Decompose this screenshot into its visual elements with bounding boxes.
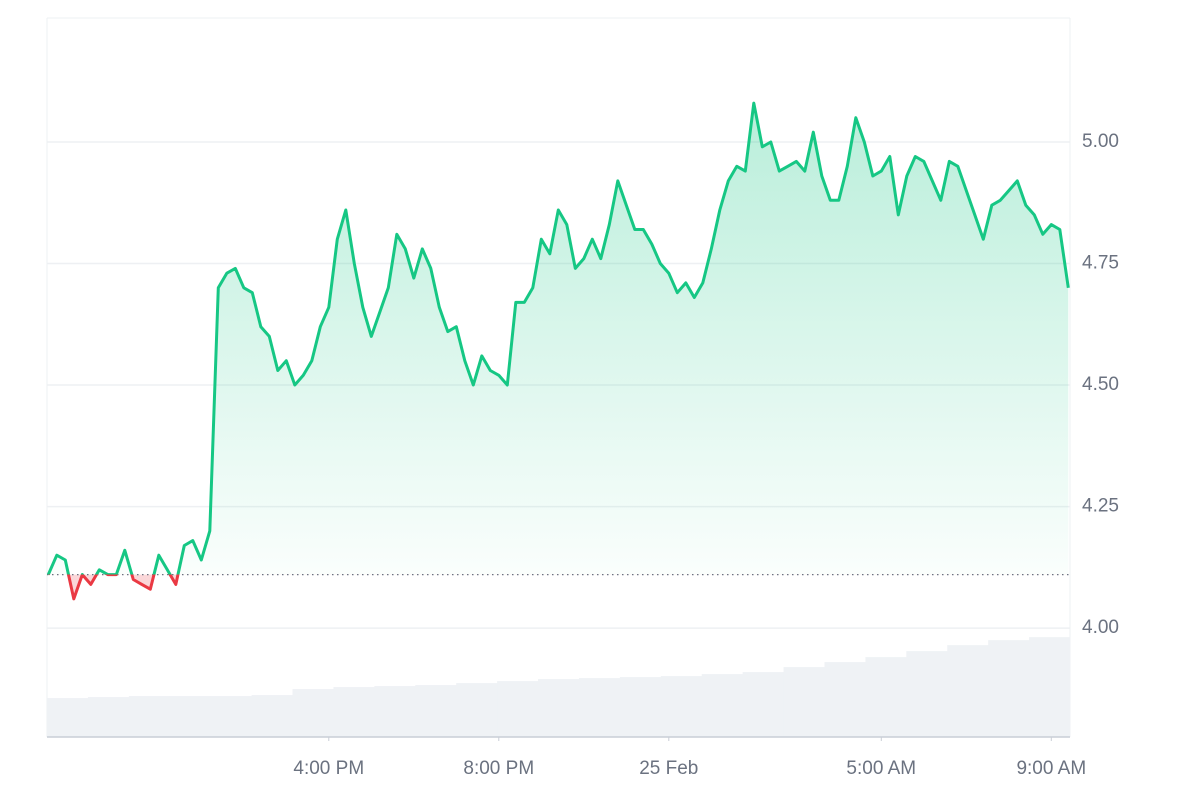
volume-bar	[169, 696, 212, 737]
volume-bar	[128, 696, 171, 737]
volume-bar	[374, 686, 416, 737]
x-tick-label: 5:00 AM	[846, 758, 916, 779]
volume-bar	[333, 687, 375, 737]
volume-bar	[415, 685, 457, 737]
volume-bar	[292, 689, 334, 737]
volume-bar	[210, 696, 253, 737]
volume-bar	[87, 697, 130, 737]
volume-bar	[251, 695, 294, 737]
volume-bar	[783, 667, 825, 737]
y-tick-label: 4.25	[1082, 496, 1119, 517]
volume-bar	[538, 679, 580, 737]
volume-bar	[660, 676, 703, 737]
price-line	[46, 101, 1070, 601]
x-tick-label: 25 Feb	[639, 758, 698, 779]
volume-bar	[47, 698, 89, 737]
volume-bar	[865, 657, 907, 737]
volume-bar	[742, 672, 785, 737]
volume-bar	[988, 640, 1030, 737]
x-tick-label: 9:00 AM	[1016, 758, 1086, 779]
volume-bar	[578, 678, 621, 737]
area	[48, 103, 1069, 599]
volume-bar	[497, 681, 539, 737]
y-tick-label: 5.00	[1082, 131, 1119, 152]
volume-bar	[456, 683, 498, 737]
x-tick-label: 4:00 PM	[293, 758, 364, 779]
volume-bar	[619, 677, 662, 737]
y-tick-label: 4.00	[1082, 617, 1119, 638]
y-tick-label: 4.75	[1082, 253, 1119, 274]
x-tick-label: 8:00 PM	[463, 758, 534, 779]
volume-bar	[701, 674, 744, 737]
volume-bar	[824, 662, 866, 737]
y-tick-label: 4.50	[1082, 374, 1119, 395]
volume-bar	[906, 651, 948, 737]
volume-bar	[1029, 637, 1071, 737]
volume-bar	[947, 645, 989, 737]
